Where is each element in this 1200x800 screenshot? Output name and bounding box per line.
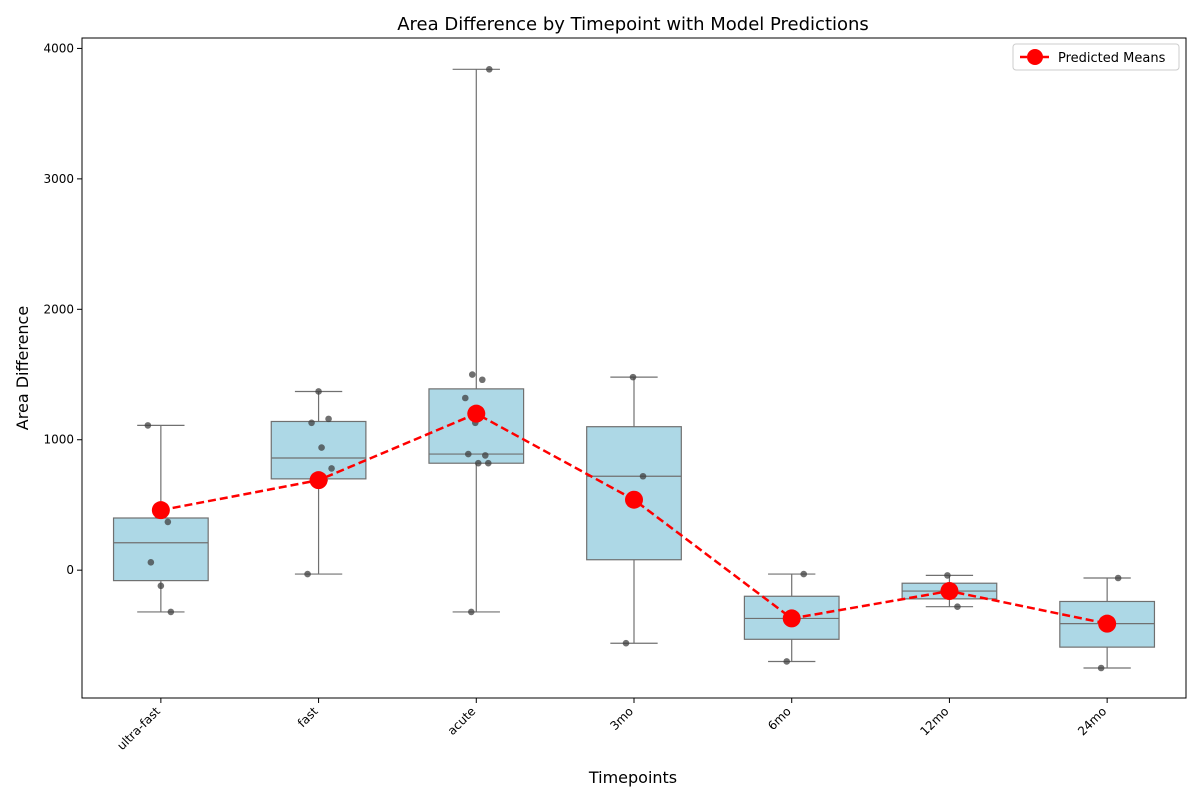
data-point [144,422,152,429]
data-point [622,639,630,647]
data-point [304,570,311,578]
data-point [308,419,315,427]
x-tick-label: 12mo [917,704,951,738]
data-point [167,608,175,616]
data-point [315,388,322,395]
x-axis-label: Timepoints [588,768,677,787]
series-layer [151,404,1117,633]
data-point [481,452,489,459]
y-tick-label: 4000 [43,41,74,55]
x-tick-label: 3mo [607,704,636,733]
data-point [474,459,482,467]
data-point [467,608,475,616]
data-point [484,459,492,467]
boxes-layer [112,68,1156,669]
data-point [1097,664,1105,672]
y-tick-label: 1000 [43,433,74,447]
box [428,388,525,464]
data-point [318,444,325,451]
chart-title: Area Difference by Timepoint with Model … [397,14,869,35]
predicted-mean-marker [940,582,959,601]
data-point [485,66,493,73]
predicted-mean-marker [782,609,801,628]
data-point [783,658,791,665]
x-tick-label: 24mo [1075,704,1109,738]
box [112,517,209,582]
x-tick-label: fast [295,704,321,730]
data-point [1114,574,1122,582]
data-point [164,518,172,526]
y-tick-label: 3000 [43,172,74,186]
x-tick-label: 6mo [765,704,794,733]
predicted-mean-marker [1098,614,1117,633]
data-point [464,450,472,458]
legend-marker [1027,49,1043,65]
data-point [478,376,486,384]
data-point [147,559,155,566]
data-point [954,603,961,610]
predicted-mean-marker [625,490,643,509]
legend-frame [1012,43,1180,71]
data-point [461,394,469,402]
predicted-mean-marker [151,501,170,520]
data-point [629,373,637,381]
y-tick-label: 0 [66,563,74,577]
x-tick-label: ultra-fast [114,704,163,753]
x-tick-label: acute [445,704,479,738]
data-point [639,472,647,480]
data-point [468,371,476,378]
y-tick-label: 2000 [43,302,74,316]
y-axis-label: Area Difference [13,306,32,430]
data-point [325,415,332,423]
legend-label: Predicted Means [1058,51,1166,66]
points-layer [144,66,1122,672]
y-axis: 0 1000 2000 3000 4000 [43,41,82,577]
data-point [157,582,165,590]
data-point [944,572,951,579]
legend: Predicted Means [1012,43,1180,71]
predicted-mean-marker [309,471,328,490]
predicted-mean-marker [467,404,486,423]
box [270,420,367,480]
data-point [800,570,808,578]
data-point [328,465,335,472]
x-axis: ultra-fast fast acute 3mo 6mo 12mo 24mo [114,698,1109,753]
